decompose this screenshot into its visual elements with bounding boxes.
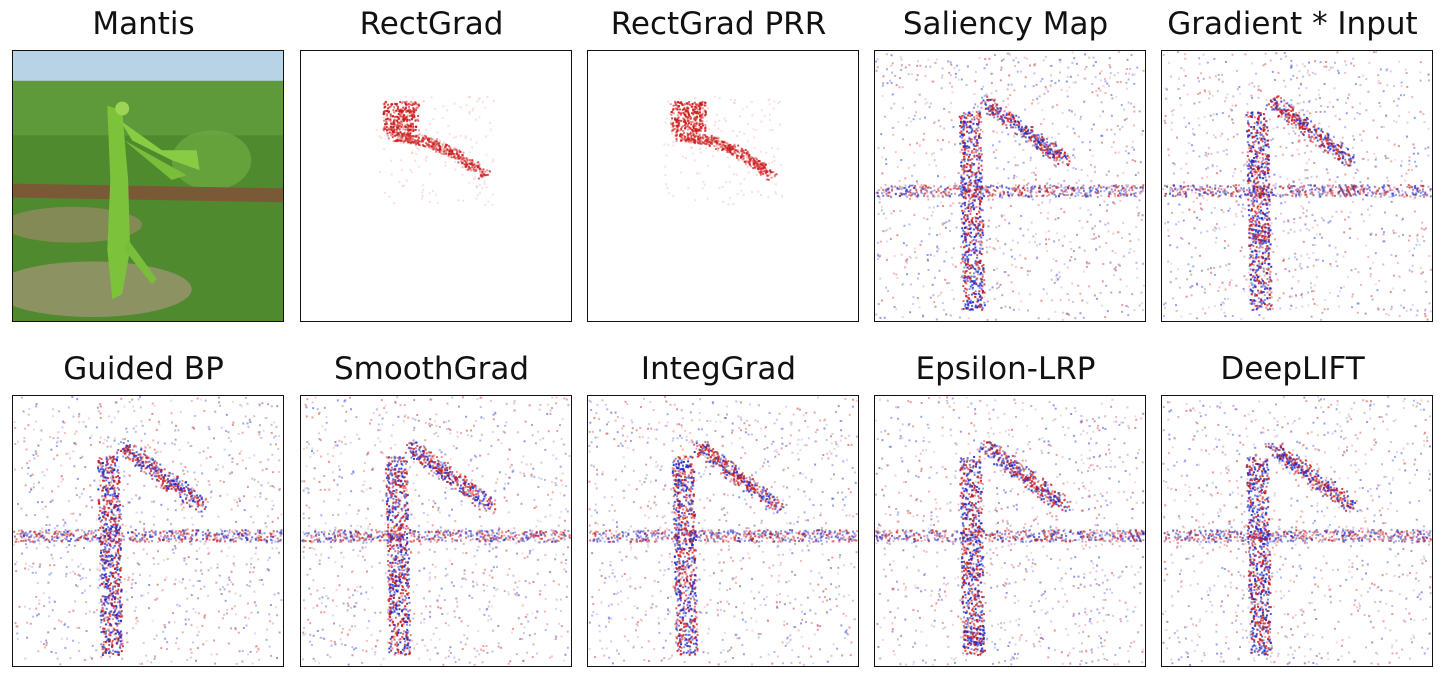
panel-title: RectGrad bbox=[359, 6, 504, 42]
attribution-map bbox=[300, 395, 572, 667]
panel-rectgrad-prr: RectGrad PRR bbox=[575, 0, 862, 330]
rectgrad-prr-map bbox=[663, 95, 783, 206]
panel-title: SmoothGrad bbox=[333, 351, 530, 387]
panel-title: Saliency Map bbox=[902, 6, 1109, 42]
panel-integgrad: IntegGrad bbox=[575, 345, 862, 675]
panel-title: Gradient * Input bbox=[1167, 6, 1418, 42]
saliency-map bbox=[875, 51, 1145, 321]
integgrad-map bbox=[588, 396, 858, 666]
mantis-photo bbox=[12, 50, 284, 322]
panel-smoothgrad: SmoothGrad bbox=[288, 345, 575, 675]
attribution-map bbox=[874, 50, 1146, 322]
attribution-map bbox=[874, 395, 1146, 667]
attribution-map bbox=[587, 50, 859, 322]
panel-rectgrad: RectGrad bbox=[288, 0, 575, 330]
deeplift-map bbox=[1162, 396, 1432, 666]
panel-title: Mantis bbox=[92, 6, 195, 42]
guided-bp-map bbox=[13, 396, 283, 666]
panel-title: Guided BP bbox=[63, 351, 224, 387]
panel-title: IntegGrad bbox=[640, 351, 797, 387]
panel-title: RectGrad PRR bbox=[610, 6, 827, 42]
panel-title: Epsilon-LRP bbox=[915, 351, 1096, 387]
panel-gradient-input: Gradient * Input bbox=[1149, 0, 1436, 330]
gradient-input-map bbox=[1162, 51, 1432, 321]
panel-guided-bp: Guided BP bbox=[0, 345, 287, 675]
smoothgrad-map bbox=[301, 396, 571, 666]
attribution-map bbox=[1161, 50, 1433, 322]
epsilon-lrp-map bbox=[875, 396, 1145, 666]
attribution-map bbox=[300, 50, 572, 322]
mantis-photo-image bbox=[13, 51, 283, 321]
panel-title: DeepLIFT bbox=[1220, 351, 1365, 387]
attribution-map bbox=[1161, 395, 1433, 667]
panel-saliency-map: Saliency Map bbox=[862, 0, 1149, 330]
panel-epsilon-lrp: Epsilon-LRP bbox=[862, 345, 1149, 675]
attribution-map bbox=[587, 395, 859, 667]
attribution-map bbox=[12, 395, 284, 667]
rectgrad-map bbox=[375, 95, 495, 206]
panel-mantis: Mantis bbox=[0, 0, 287, 330]
panel-deeplift: DeepLIFT bbox=[1149, 345, 1436, 675]
